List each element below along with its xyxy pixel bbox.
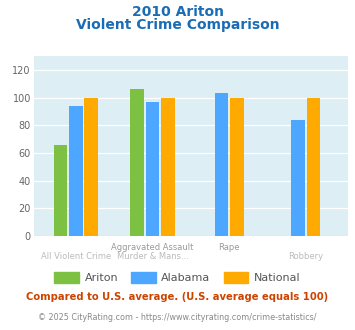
Bar (215, 93, 228, 236)
Bar (69, 106, 83, 236)
Text: 2010 Ariton: 2010 Ariton (131, 5, 224, 19)
Text: All Violent Crime: All Violent Crime (41, 252, 111, 261)
Bar (146, 102, 159, 236)
Text: Violent Crime Comparison: Violent Crime Comparison (76, 18, 279, 32)
Bar (230, 98, 244, 236)
Text: Rape: Rape (218, 243, 240, 251)
Bar (307, 98, 320, 236)
Bar (130, 89, 144, 236)
Text: Robbery: Robbery (288, 252, 323, 261)
Text: Aggravated Assault: Aggravated Assault (111, 243, 194, 251)
Text: Compared to U.S. average. (U.S. average equals 100): Compared to U.S. average. (U.S. average … (26, 292, 329, 302)
Bar (84, 98, 98, 236)
Bar (54, 145, 67, 236)
Text: Murder & Mans...: Murder & Mans... (116, 252, 189, 261)
Text: © 2025 CityRating.com - https://www.cityrating.com/crime-statistics/: © 2025 CityRating.com - https://www.city… (38, 313, 317, 322)
Legend: Ariton, Alabama, National: Ariton, Alabama, National (50, 268, 305, 288)
Bar (161, 98, 175, 236)
Bar (291, 120, 305, 236)
